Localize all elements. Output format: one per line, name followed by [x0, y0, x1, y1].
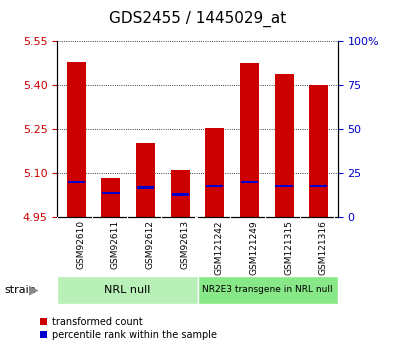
Bar [205, 128, 224, 217]
Bar [57, 276, 198, 304]
Text: GSM92610: GSM92610 [76, 220, 85, 269]
Legend: transformed count, percentile rank within the sample: transformed count, percentile rank withi… [40, 317, 217, 340]
Text: GDS2455 / 1445029_at: GDS2455 / 1445029_at [109, 11, 286, 27]
Bar [240, 63, 259, 217]
Text: GSM121249: GSM121249 [249, 220, 258, 275]
Text: ▶: ▶ [29, 283, 38, 296]
Text: GSM92613: GSM92613 [180, 220, 189, 269]
Bar [171, 170, 190, 217]
Bar [67, 62, 86, 217]
Bar [137, 186, 154, 189]
Text: NRL null: NRL null [104, 285, 150, 295]
Bar [206, 185, 224, 187]
Text: NR2E3 transgene in NRL null: NR2E3 transgene in NRL null [202, 285, 333, 294]
Text: GSM92611: GSM92611 [111, 220, 120, 269]
Text: GSM92612: GSM92612 [146, 220, 154, 269]
Bar [102, 191, 120, 194]
Text: strain: strain [4, 285, 36, 295]
Text: GSM121316: GSM121316 [319, 220, 328, 275]
Bar [68, 181, 85, 183]
Bar [310, 185, 327, 187]
Text: GSM121242: GSM121242 [215, 220, 224, 275]
Bar [275, 185, 293, 187]
Text: GSM121315: GSM121315 [284, 220, 293, 275]
Bar [198, 276, 338, 304]
Bar [171, 193, 189, 196]
Bar [309, 85, 328, 217]
Bar [102, 178, 120, 217]
Bar [136, 142, 155, 217]
Bar [275, 73, 293, 217]
Bar [241, 181, 258, 183]
